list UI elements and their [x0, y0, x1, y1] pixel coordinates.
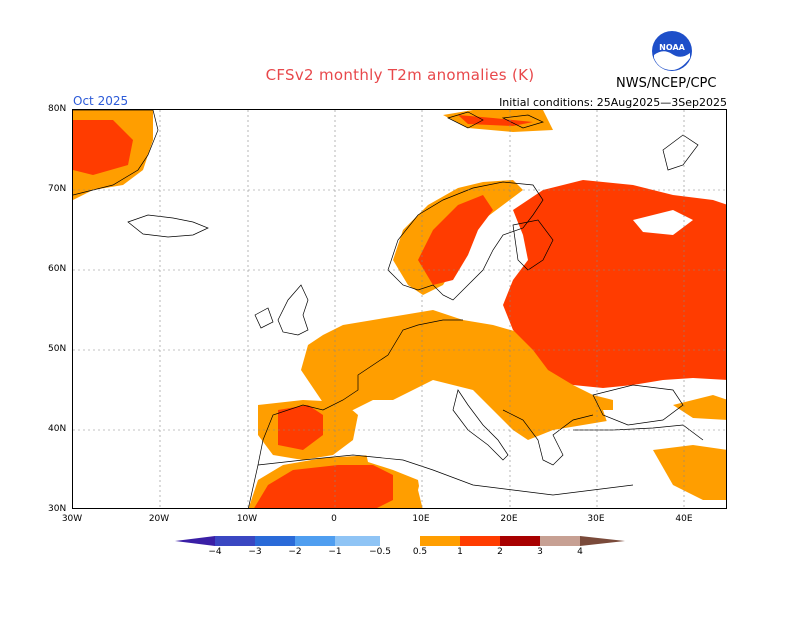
map-svg — [73, 110, 726, 508]
lat-label-40n: 40N — [48, 424, 67, 434]
graticule — [73, 110, 726, 508]
legend-05-1 — [420, 536, 460, 546]
legend-minus2-minus1 — [295, 536, 335, 546]
legend-label: −3 — [248, 547, 262, 557]
legend-gt-4 — [580, 536, 625, 546]
svg-text:NOAA: NOAA — [659, 43, 685, 52]
lat-label-70n: 70N — [48, 184, 67, 194]
lon-label-0: 0 — [331, 514, 337, 524]
legend-neutral — [380, 536, 420, 546]
noaa-logo: NOAA — [652, 31, 692, 71]
initial-conditions: Initial conditions: 25Aug2025—3Sep2025 — [499, 96, 727, 109]
legend-label: 2 — [497, 547, 503, 557]
legend-2-3 — [500, 536, 540, 546]
legend-label: 0.5 — [412, 547, 428, 557]
forecast-month: Oct 2025 — [73, 94, 129, 108]
legend-minus1-minus05 — [335, 536, 380, 546]
lon-label-30e: 30E — [587, 514, 605, 524]
legend-label: −0.5 — [369, 547, 391, 557]
legend-minus4-minus3 — [215, 536, 255, 546]
anomaly-map — [72, 109, 727, 509]
lon-label-20w: 20W — [148, 514, 170, 524]
lon-label-20e: 20E — [500, 514, 518, 524]
lat-label-50n: 50N — [48, 344, 67, 354]
legend-label: 3 — [537, 547, 543, 557]
anomaly-neutral — [363, 210, 693, 508]
legend-minus3-minus2 — [255, 536, 295, 546]
legend-label: 4 — [577, 547, 583, 557]
legend-label: −2 — [288, 547, 302, 557]
color-legend — [175, 536, 625, 546]
lat-label-60n: 60N — [48, 264, 67, 274]
lon-label-40e: 40E — [675, 514, 693, 524]
chart-title: CFSv2 monthly T2m anomalies (K) — [265, 66, 535, 84]
lat-label-80n: 80N — [48, 104, 67, 114]
legend-label: −1 — [328, 547, 342, 557]
agency-label: NWS/NCEP/CPC — [616, 76, 717, 91]
lon-label-30w: 30W — [61, 514, 83, 524]
legend-label: 1 — [457, 547, 463, 557]
lon-label-10e: 10E — [412, 514, 430, 524]
lat-label-30n: 30N — [48, 504, 67, 514]
lon-label-10w: 10W — [236, 514, 258, 524]
legend-1-2 — [460, 536, 500, 546]
legend-label: −4 — [208, 547, 222, 557]
legend-3-4 — [540, 536, 580, 546]
legend-lt-minus4 — [175, 536, 215, 546]
